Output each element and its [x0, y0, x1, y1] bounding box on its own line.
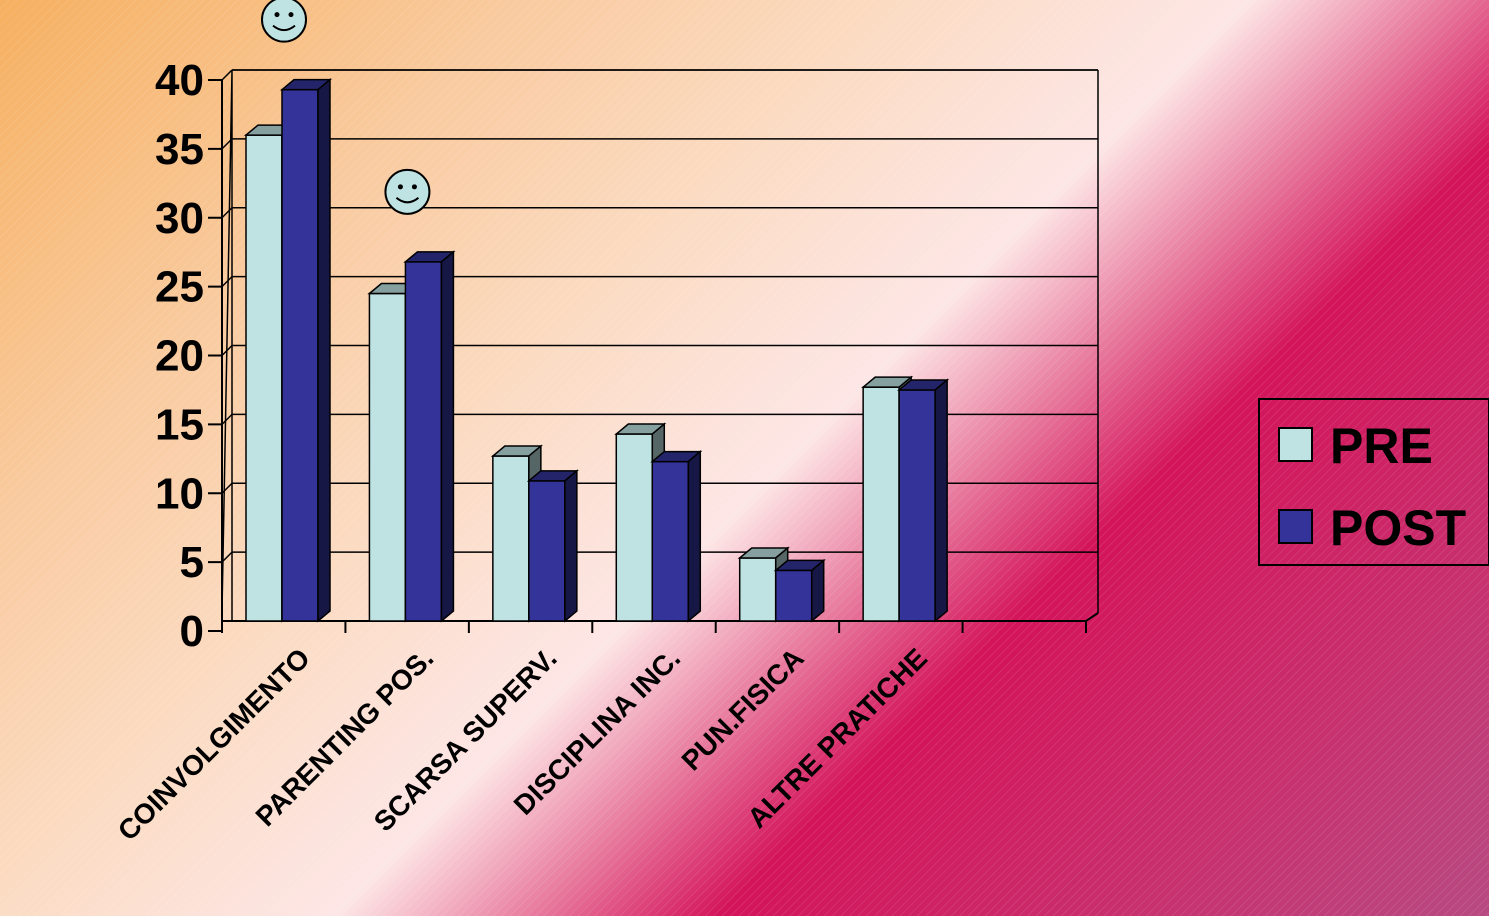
- legend-item-post: POST: [1278, 500, 1466, 556]
- bar-post-2: [526, 469, 579, 623]
- gridline-depth: [221, 276, 233, 288]
- gridline-depth: [221, 413, 233, 425]
- y-tick-label: 5: [180, 538, 204, 587]
- bar-post-1: [403, 250, 456, 623]
- y-tick-label: 0: [180, 607, 204, 656]
- smiley-icon: [261, 0, 307, 43]
- gridline-depth: [221, 344, 233, 357]
- legend: PRE POST: [1258, 398, 1489, 566]
- legend-box: [1258, 398, 1489, 566]
- legend-swatch: [1278, 427, 1313, 462]
- gridline-depth: [221, 482, 233, 494]
- bar-post-4: [773, 558, 826, 623]
- y-tick-label: 15: [155, 400, 204, 449]
- y-tick-label: 25: [155, 263, 204, 312]
- legend-label: PRE: [1330, 418, 1433, 474]
- bar-post-0: [279, 78, 333, 623]
- bars: [243, 78, 950, 623]
- y-tick-label: 30: [155, 194, 204, 243]
- bar-post-3: [650, 449, 703, 623]
- legend-swatch: [1278, 509, 1313, 544]
- legend-label: POST: [1330, 500, 1466, 556]
- y-tick-label: 40: [155, 56, 204, 105]
- gridline-depth: [221, 207, 233, 219]
- gridline-depth: [221, 69, 233, 81]
- legend-item-pre: PRE: [1278, 418, 1433, 474]
- y-tick-label: 20: [155, 332, 204, 381]
- y-tick-labels: 0 5 10 15 20 25 30 35 40: [155, 56, 222, 656]
- smiley-icon: [384, 168, 431, 215]
- bar-post-5: [897, 378, 950, 623]
- annotations: [261, 0, 431, 215]
- gridline-depth: [221, 138, 233, 150]
- y-tick-label: 35: [155, 125, 204, 174]
- gridline-depth: [221, 551, 233, 563]
- y-tick-label: 10: [155, 469, 204, 518]
